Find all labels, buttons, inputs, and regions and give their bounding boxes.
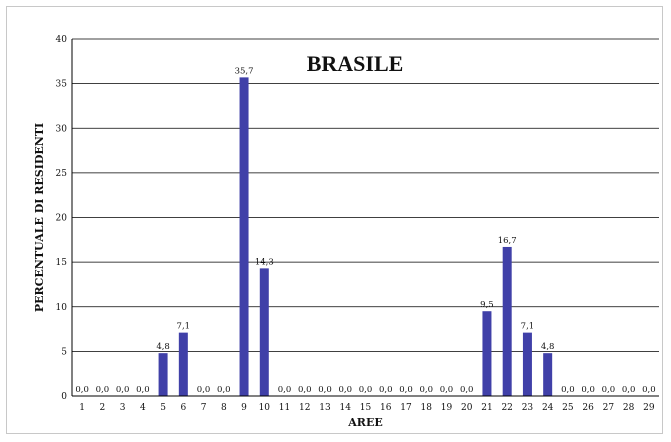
x-tick-label: 4 [140,403,146,413]
x-tick-label: 25 [562,403,574,413]
x-tick-label: 29 [643,403,655,413]
y-tick-label: 10 [56,303,68,313]
data-label: 16,7 [498,236,517,246]
y-tick-label: 35 [56,80,68,90]
bar-area-6 [178,332,188,396]
data-label: 35,7 [235,66,254,76]
x-tick-label: 1 [79,403,85,413]
x-tick-label: 6 [180,403,186,413]
x-tick-label: 2 [99,403,105,413]
x-tick-label: 22 [501,403,512,413]
chart-frame: 0 5 10 15 20 25 30 35 40 0,0 0,0 0,0 0,0 4,8 7,1 0,0 0,… [6,6,663,434]
y-tick-label: 0 [61,392,67,402]
y-tick-label: 30 [56,124,68,134]
bar-area-5 [158,353,168,396]
y-tick-label: 25 [56,169,68,179]
data-label: 0,0 [561,385,575,395]
y-tick-label: 15 [56,258,68,268]
data-label: 4,8 [541,342,555,352]
data-label: 0,0 [399,385,413,395]
data-label: 0,0 [318,385,332,395]
data-label: 0,0 [197,385,211,395]
data-label: 0,0 [379,385,393,395]
data-label: 0,0 [278,385,292,395]
bar-area-10 [259,268,269,396]
x-tick-label: 8 [221,403,227,413]
bar-area-21 [482,311,492,396]
x-axis-title: AREE [347,416,382,429]
x-tick-label: 7 [201,403,207,413]
bar-area-9 [239,77,249,396]
data-label: 0,0 [217,385,231,395]
bars [158,77,553,396]
x-tick-label: 24 [542,403,554,413]
x-tick-labels: 1 2 3 4 5 6 7 8 9 10 11 12 13 14 15 16 17 18 19 20 21 22 23 24 2… [79,403,655,413]
data-label: 0,0 [460,385,474,395]
bar-area-24 [543,353,553,396]
x-tick-label: 23 [522,403,534,413]
x-tick-label: 20 [461,403,473,413]
chart-title: BRASILE [307,51,404,76]
x-tick-label: 9 [241,403,247,413]
bar-area-23 [522,332,532,396]
data-label: 0,0 [419,385,433,395]
y-tick-label: 20 [56,214,68,224]
data-label: 0,0 [602,385,616,395]
x-tick-label: 3 [120,403,126,413]
x-tick-label: 28 [623,403,635,413]
y-axis-title: PERCENTUALE DI RESIDENTI [33,123,46,312]
y-tick-labels: 0 5 10 15 20 25 30 35 40 [56,35,68,402]
data-label: 0,0 [440,385,454,395]
x-tick-label: 16 [380,403,392,413]
x-tick-label: 5 [160,403,166,413]
data-label: 0,0 [622,385,636,395]
y-tick-label: 40 [56,35,68,45]
x-tick-label: 14 [340,403,352,413]
data-label: 7,1 [521,322,535,332]
data-labels: 0,0 0,0 0,0 0,0 4,8 7,1 0,0 0,0 35,7 14,3 0,0 0,0 0,… [75,66,655,395]
x-tick-label: 27 [603,403,615,413]
x-tick-label: 19 [441,403,453,413]
data-label: 0,0 [136,385,150,395]
data-label: 0,0 [359,385,373,395]
gridlines [72,38,659,352]
x-tick-label: 26 [582,403,594,413]
data-label: 14,3 [255,257,274,267]
data-label: 4,8 [156,342,170,352]
x-tick-label: 21 [481,403,492,413]
data-label: 0,0 [116,385,130,395]
x-tick-label: 10 [259,403,271,413]
x-tick-label: 15 [360,403,372,413]
data-label: 9,5 [480,300,494,310]
x-tick-label: 13 [319,403,331,413]
data-label: 0,0 [75,385,89,395]
data-label: 0,0 [338,385,352,395]
x-tick-label: 18 [420,403,432,413]
data-label: 0,0 [96,385,110,395]
data-label: 0,0 [642,385,656,395]
x-tick-label: 11 [279,403,290,413]
data-label: 0,0 [298,385,312,395]
y-tick-label: 5 [61,347,67,357]
x-tick-label: 12 [299,403,310,413]
data-label: 7,1 [177,322,191,332]
x-tick-label: 17 [400,403,412,413]
data-label: 0,0 [581,385,595,395]
bar-area-22 [502,246,512,396]
